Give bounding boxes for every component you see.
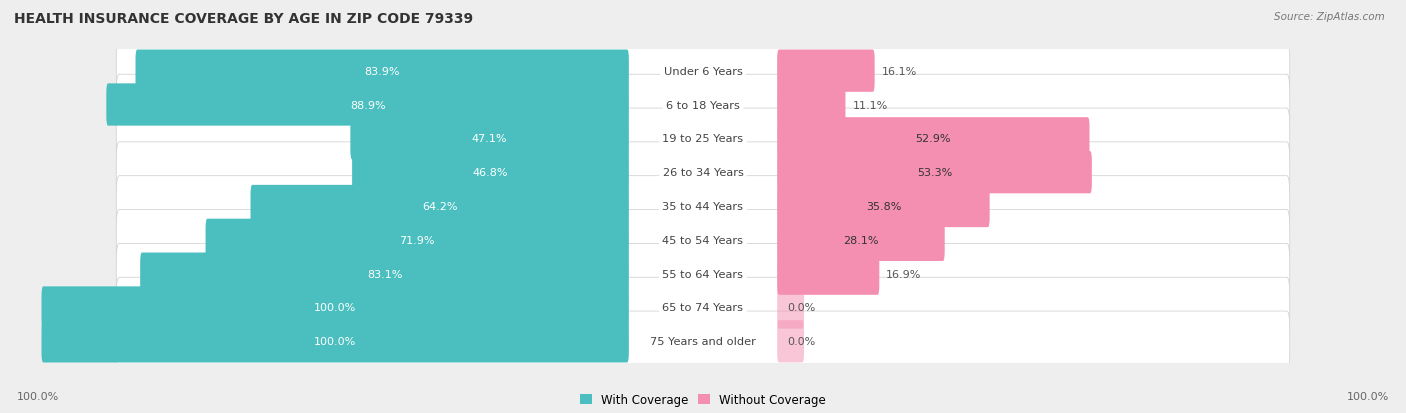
FancyBboxPatch shape [42,287,628,329]
Text: 11.1%: 11.1% [852,100,887,110]
Text: 100.0%: 100.0% [314,337,356,347]
Text: 35.8%: 35.8% [866,202,901,211]
Text: 26 to 34 Years: 26 to 34 Years [662,168,744,178]
Text: 6 to 18 Years: 6 to 18 Years [666,100,740,110]
FancyBboxPatch shape [117,176,1289,237]
FancyBboxPatch shape [778,50,875,93]
Legend: With Coverage, Without Coverage: With Coverage, Without Coverage [575,389,831,411]
Text: HEALTH INSURANCE COVERAGE BY AGE IN ZIP CODE 79339: HEALTH INSURANCE COVERAGE BY AGE IN ZIP … [14,12,474,26]
Text: 28.1%: 28.1% [844,235,879,245]
Text: 75 Years and older: 75 Years and older [650,337,756,347]
Text: 52.9%: 52.9% [915,134,950,144]
Text: 71.9%: 71.9% [399,235,434,245]
FancyBboxPatch shape [778,152,1092,194]
Text: 88.9%: 88.9% [350,100,385,110]
Text: 16.9%: 16.9% [886,269,922,279]
FancyBboxPatch shape [250,185,628,228]
Text: 55 to 64 Years: 55 to 64 Years [662,269,744,279]
Text: 47.1%: 47.1% [472,134,508,144]
Text: 16.1%: 16.1% [882,66,917,76]
Text: Under 6 Years: Under 6 Years [664,66,742,76]
Text: 64.2%: 64.2% [422,202,457,211]
FancyBboxPatch shape [42,320,628,363]
FancyBboxPatch shape [778,219,945,261]
Text: Source: ZipAtlas.com: Source: ZipAtlas.com [1274,12,1385,22]
FancyBboxPatch shape [117,244,1289,304]
FancyBboxPatch shape [117,210,1289,271]
Text: 83.1%: 83.1% [367,269,402,279]
FancyBboxPatch shape [117,278,1289,338]
FancyBboxPatch shape [778,287,804,329]
FancyBboxPatch shape [778,320,804,363]
Text: 0.0%: 0.0% [787,337,815,347]
Text: 35 to 44 Years: 35 to 44 Years [662,202,744,211]
FancyBboxPatch shape [352,152,628,194]
FancyBboxPatch shape [778,118,1090,160]
Text: 65 to 74 Years: 65 to 74 Years [662,303,744,313]
FancyBboxPatch shape [350,118,628,160]
FancyBboxPatch shape [107,84,628,126]
Text: 19 to 25 Years: 19 to 25 Years [662,134,744,144]
FancyBboxPatch shape [117,41,1289,102]
Text: 46.8%: 46.8% [472,168,508,178]
FancyBboxPatch shape [117,109,1289,169]
Text: 100.0%: 100.0% [17,391,59,401]
FancyBboxPatch shape [141,253,628,295]
FancyBboxPatch shape [117,142,1289,203]
Text: 0.0%: 0.0% [787,303,815,313]
FancyBboxPatch shape [778,84,845,126]
FancyBboxPatch shape [117,311,1289,372]
Text: 100.0%: 100.0% [314,303,356,313]
FancyBboxPatch shape [135,50,628,93]
Text: 83.9%: 83.9% [364,66,399,76]
FancyBboxPatch shape [778,185,990,228]
FancyBboxPatch shape [205,219,628,261]
Text: 100.0%: 100.0% [1347,391,1389,401]
FancyBboxPatch shape [117,75,1289,135]
FancyBboxPatch shape [778,253,879,295]
Text: 45 to 54 Years: 45 to 54 Years [662,235,744,245]
Text: 53.3%: 53.3% [917,168,952,178]
